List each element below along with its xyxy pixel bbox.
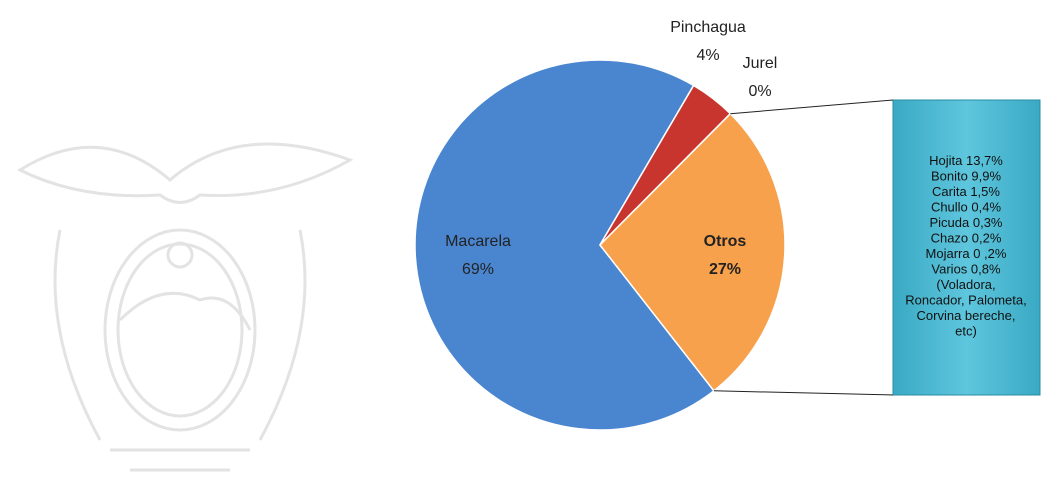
breakout-text: Bonito 9,9% [931, 169, 1002, 184]
slice-value-label: 0% [748, 83, 771, 100]
breakout-box [892, 99, 1041, 396]
slice-name: Pinchagua [670, 19, 746, 36]
connector-line [730, 99, 894, 115]
breakout-text: Chullo 0,4% [931, 200, 1002, 215]
emblem-watermark [16, 142, 354, 472]
slice-name: Jurel [743, 55, 778, 72]
slice-value-label: 4% [696, 47, 719, 64]
breakout-text: Picuda 0,3% [930, 215, 1003, 230]
breakout-text: Chazo 0,2% [931, 231, 1002, 246]
breakout-text: Hojita 13,7% [929, 153, 1003, 168]
slice-name: Otros [704, 233, 747, 250]
breakout-text: Carita 1,5% [932, 184, 1000, 199]
breakout-text: Varios 0,8% [931, 262, 1001, 277]
slice-value-label: 69% [462, 261, 494, 278]
breakout-text: Corvina bereche, [917, 308, 1016, 323]
breakout-text: etc) [955, 324, 977, 339]
pie-slice [414, 59, 715, 431]
breakout-text: Mojarra 0 ,2% [926, 246, 1007, 261]
connector-line [713, 390, 894, 396]
slice-name: Macarela [445, 233, 511, 250]
pie-slice [599, 112, 786, 392]
breakout-text: (Voladora, [936, 277, 995, 292]
slice-value-label: 27% [709, 261, 741, 278]
pie [414, 59, 786, 431]
breakout-text: Roncador, Palometa, [905, 293, 1026, 308]
